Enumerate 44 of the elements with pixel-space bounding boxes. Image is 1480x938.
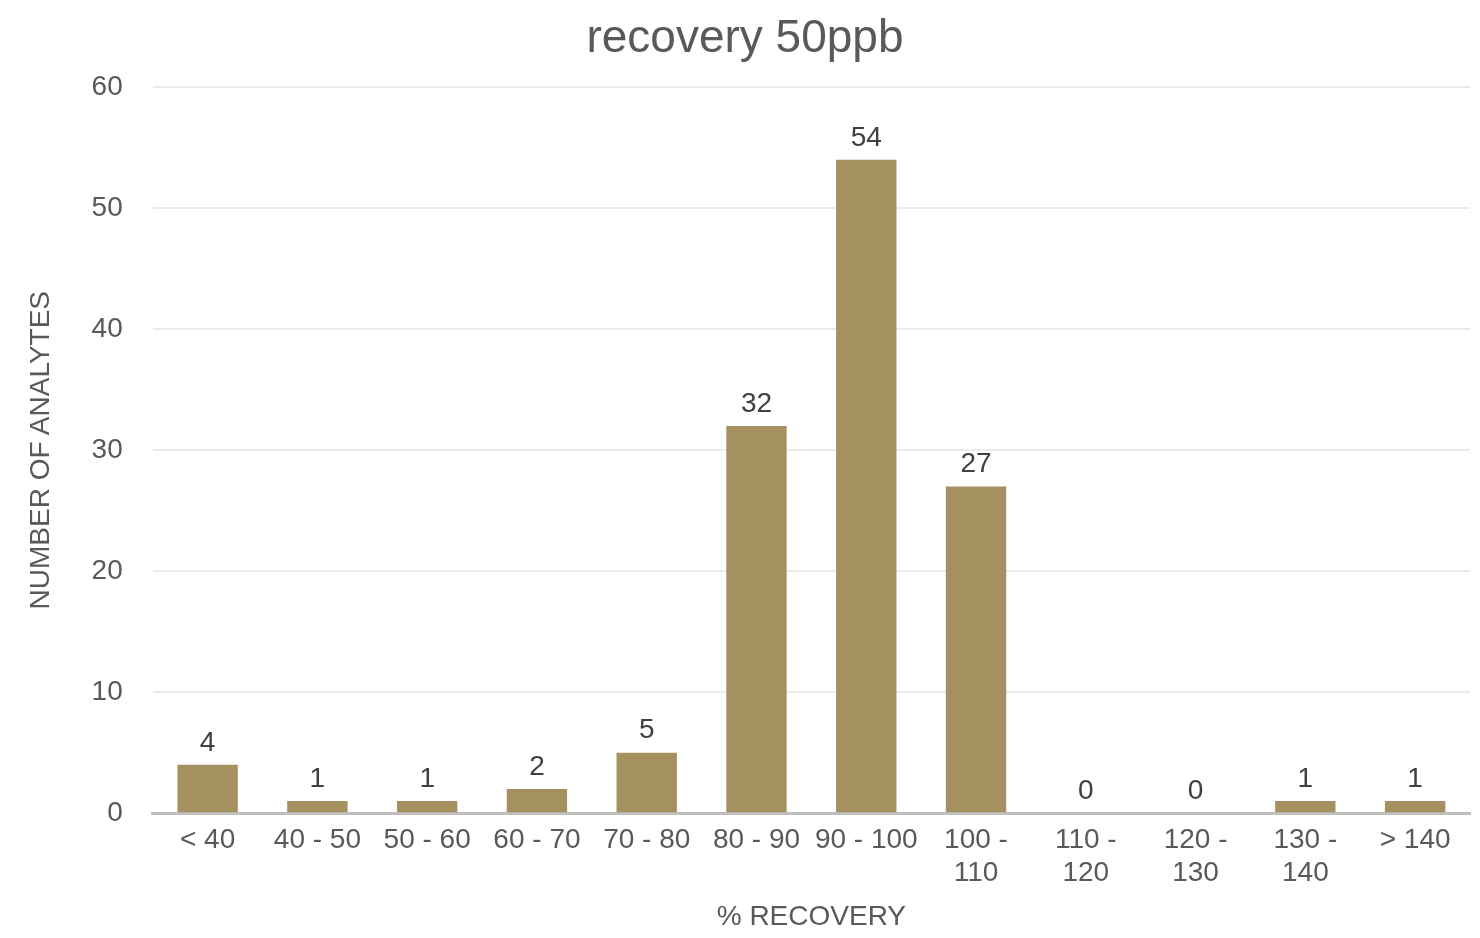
bar bbox=[177, 764, 238, 813]
y-axis-title: NUMBER OF ANALYTES bbox=[23, 290, 55, 610]
x-tick-label: 120 - 130 bbox=[1163, 822, 1228, 888]
data-label: 1 bbox=[1297, 761, 1314, 793]
x-tick-label: > 140 bbox=[1379, 822, 1451, 854]
y-tick-label: 10 bbox=[91, 674, 123, 706]
chart-title: recovery 50ppb bbox=[586, 10, 904, 63]
y-tick-label: 30 bbox=[91, 432, 123, 464]
bar bbox=[396, 801, 458, 813]
data-label: 0 bbox=[1187, 773, 1204, 805]
x-axis-title: % RECOVERY bbox=[716, 899, 907, 931]
data-label: 2 bbox=[529, 749, 545, 781]
y-tick-label: 40 bbox=[91, 311, 123, 343]
data-label: 54 bbox=[850, 120, 882, 152]
data-label: 5 bbox=[638, 713, 655, 745]
y-tick-label: 60 bbox=[91, 69, 123, 101]
y-tick-label: 50 bbox=[91, 190, 123, 222]
bar bbox=[287, 801, 348, 813]
bar bbox=[836, 159, 897, 813]
data-label: 27 bbox=[960, 447, 992, 479]
bar bbox=[506, 789, 568, 813]
x-tick-label: 60 - 70 bbox=[493, 822, 581, 854]
data-label: 0 bbox=[1078, 773, 1094, 805]
x-tick-label: 100 - 110 bbox=[944, 822, 1008, 888]
x-tick-label: 40 - 50 bbox=[273, 822, 361, 854]
data-label: 1 bbox=[419, 761, 435, 793]
x-tick-label: 80 - 90 bbox=[712, 822, 801, 854]
data-label: 1 bbox=[1407, 761, 1423, 793]
y-tick-label: 0 bbox=[107, 795, 123, 827]
bar bbox=[726, 426, 787, 813]
x-tick-label: 110 - 120 bbox=[1054, 822, 1117, 888]
x-tick-label: 70 - 80 bbox=[603, 822, 691, 854]
x-tick-label: 130 - 140 bbox=[1273, 822, 1338, 888]
data-label: 1 bbox=[309, 761, 326, 793]
bar bbox=[1384, 801, 1446, 813]
x-tick-label: < 40 bbox=[179, 822, 236, 854]
x-tick-label: 50 - 60 bbox=[383, 822, 471, 854]
bar bbox=[945, 486, 1007, 813]
bar bbox=[616, 752, 677, 813]
bar bbox=[1275, 801, 1336, 813]
y-tick-label: 20 bbox=[91, 553, 123, 585]
x-tick-label: 90 - 100 bbox=[814, 822, 918, 854]
data-label: 32 bbox=[740, 386, 773, 418]
data-label: 4 bbox=[199, 725, 216, 757]
